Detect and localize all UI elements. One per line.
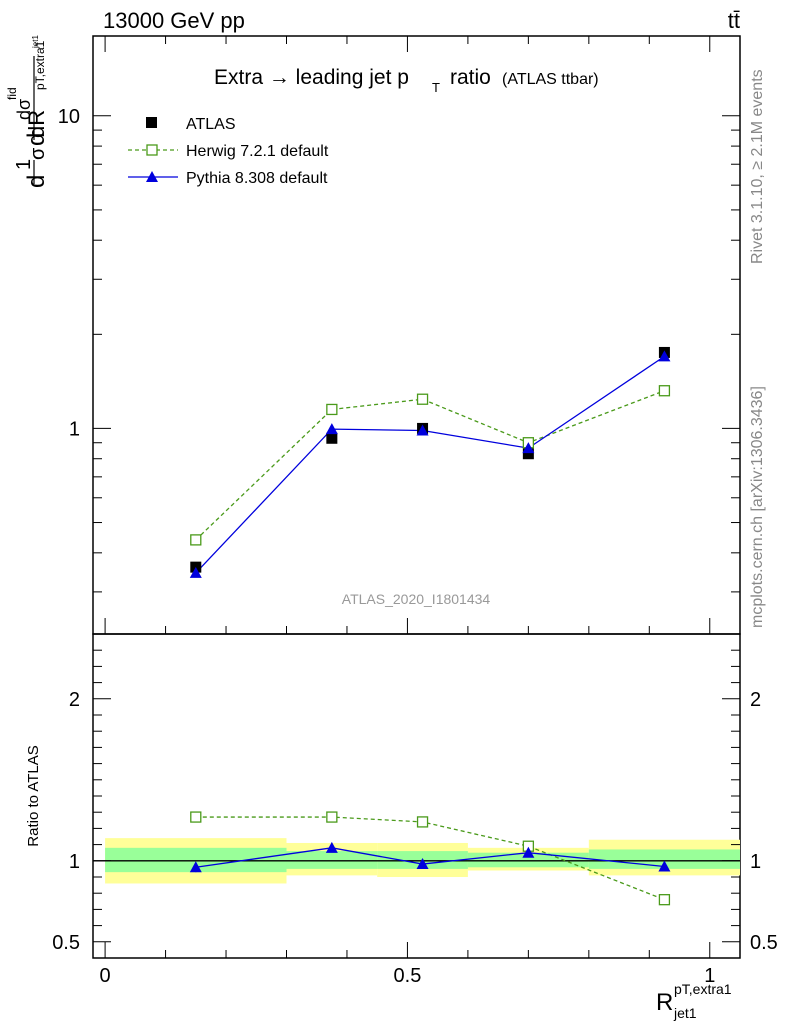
svg-text:fid: fid — [5, 87, 19, 100]
main-y-tick-label: 10 — [58, 106, 80, 128]
x-axis-label: R pT,extra1 jet1 — [656, 981, 732, 1021]
chart-title: Extra → leading jet p T ratio (ATLAS ttb… — [214, 66, 599, 95]
ratio-y-tick-label: 2 — [69, 689, 80, 711]
legend: ATLAS Herwig 7.2.1 default Pythia 8.308 … — [128, 116, 329, 187]
ratio-y-tick-label: 1 — [69, 851, 80, 873]
mcplots-label: mcplots.cern.ch [arXiv:1306.3436] — [749, 386, 766, 628]
svg-text:(ATLAS ttbar): (ATLAS ttbar) — [502, 71, 599, 88]
legend-marker-herwig — [146, 144, 158, 156]
ratio-panel-frame — [92, 633, 741, 959]
ratio-y-tick-label-right: 0.5 — [750, 932, 778, 954]
legend-marker-atlas — [146, 117, 157, 128]
svg-text:1: 1 — [13, 159, 35, 170]
svg-text:d: d — [23, 175, 50, 188]
main-ylabel: d 1 σ d dσ fid dR pT,extra1 jet1 — [5, 35, 50, 188]
pythia-line — [195, 355, 665, 574]
pythia-ratio-point — [522, 846, 535, 858]
pythia-point — [522, 442, 535, 454]
ratio-y-tick-label-right: 1 — [750, 851, 761, 873]
herwig-point — [326, 403, 338, 416]
x-tick-label: 0 — [100, 965, 111, 987]
legend-label-herwig: Herwig 7.2.1 default — [186, 143, 329, 160]
legend-label-pythia: Pythia 8.308 default — [186, 170, 328, 187]
atlas-point — [522, 448, 534, 460]
pythia-ratio-point — [658, 860, 671, 872]
plot-marks — [189, 346, 671, 906]
svg-text:pT,extra1: pT,extra1 — [674, 981, 732, 997]
legend-marker-pythia — [146, 171, 158, 182]
ratio-ylabel: Ratio to ATLAS — [25, 745, 42, 846]
svg-text:jet1: jet1 — [673, 1005, 697, 1021]
herwig-ratio-point — [658, 894, 671, 906]
ratio-bands — [93, 838, 740, 884]
pythia-ratio-point — [325, 841, 338, 853]
stat-band — [588, 849, 740, 869]
herwig-point — [416, 393, 429, 405]
herwig-line — [195, 390, 665, 541]
process-label: tt̄ — [728, 8, 740, 33]
energy-label: 13000 GeV pp — [103, 8, 245, 33]
svg-text:Extra → leading jet p: Extra → leading jet p — [214, 66, 409, 89]
svg-text:jet1: jet1 — [31, 35, 40, 49]
pythia-point — [325, 423, 338, 435]
ratio-y-tick-label: 0.5 — [52, 932, 80, 954]
svg-text:d: d — [23, 133, 50, 146]
svg-text:T: T — [432, 80, 440, 95]
rivet-label: Rivet 3.1.10, ≥ 2.1M events — [749, 69, 766, 264]
herwig-point — [658, 385, 671, 397]
axis-ticks: 0 0.5 1 1 10 0.5 0.5 1 1 2 2 — [52, 36, 778, 987]
svg-text:dR: dR — [24, 110, 49, 138]
herwig-ratio-point — [326, 811, 338, 823]
pythia-ratio-point — [416, 858, 429, 870]
herwig-ratio-point — [416, 816, 429, 828]
svg-text:R: R — [656, 989, 673, 1016]
main-y-tick-label: 1 — [69, 418, 80, 440]
herwig-point — [190, 534, 202, 546]
x-tick-label: 1 — [704, 965, 715, 987]
x-tick-label: 0.5 — [394, 965, 422, 987]
legend-label-atlas: ATLAS — [186, 116, 236, 133]
ratio-y-tick-label-right: 2 — [750, 689, 761, 711]
svg-text:σ: σ — [27, 147, 49, 160]
stat-band — [286, 851, 378, 869]
svg-text:pT,extra1: pT,extra1 — [33, 40, 47, 90]
svg-text:dσ: dσ — [14, 99, 34, 120]
svg-text:ratio: ratio — [450, 66, 491, 89]
pythia-point — [416, 424, 429, 436]
pythia-ratio-point — [189, 861, 202, 873]
pythia-point — [189, 566, 202, 578]
atlas-point — [326, 432, 338, 444]
analysis-id: ATLAS_2020_I1801434 — [342, 591, 491, 607]
herwig-ratio-point — [190, 811, 202, 823]
pythia-point — [658, 350, 671, 362]
